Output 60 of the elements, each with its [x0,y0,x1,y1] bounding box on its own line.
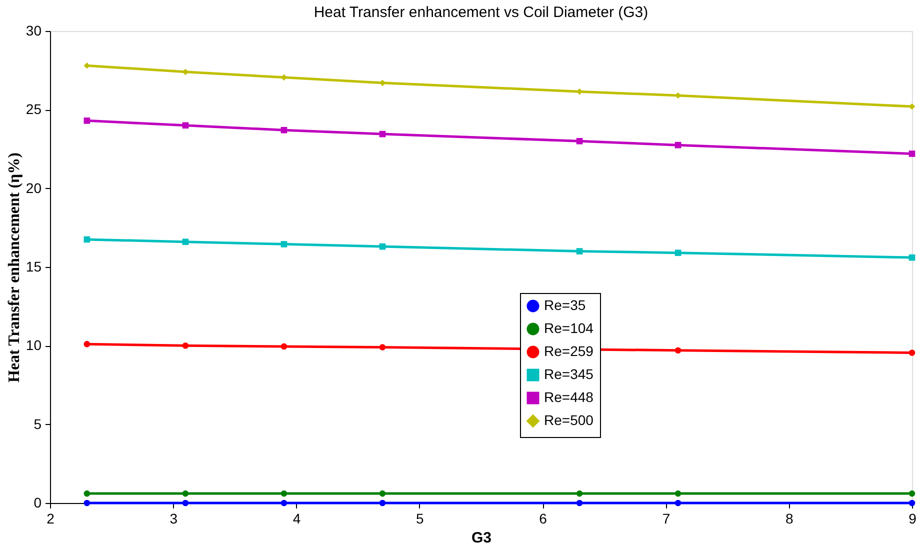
point [84,490,90,497]
y-tick-label: 30 [26,22,42,38]
y-tick-label: 25 [26,101,42,118]
point [674,250,682,256]
x-axis-title: G3 [471,530,492,546]
legend-label: Re=35 [544,297,586,313]
point [280,343,288,350]
y-tick-label: 0 [34,494,42,510]
legend-label: Re=259 [544,343,594,359]
point [84,118,90,124]
point [908,350,916,356]
x-tick-label: 4 [292,510,301,526]
point [280,500,288,506]
point [908,500,916,506]
x-tick-label: 2 [46,510,55,526]
point [576,138,583,144]
x-tick-label: 5 [416,510,424,526]
point [84,236,90,243]
point [280,490,288,497]
point [379,344,386,350]
y-tick-label: 5 [34,416,42,432]
y-axis-title: Heat Transfer enhancement (η%) [6,152,23,382]
point [182,490,189,497]
x-tick-label: 3 [170,510,178,526]
legend-label: Re=448 [544,389,594,405]
point [379,500,386,506]
point [379,243,386,250]
x-tick-label: 7 [662,510,670,526]
legend-label: Re=500 [544,412,594,428]
legend-label: Re=345 [544,366,594,382]
point [182,122,189,129]
point [908,103,916,110]
point [182,500,189,506]
point [674,347,682,354]
point [908,490,916,497]
legend-label: Re=104 [544,320,594,336]
point [908,254,916,261]
point [674,142,682,148]
point [84,500,90,506]
x-tick-label: 8 [785,510,794,526]
point [576,248,583,254]
point [84,340,90,348]
y-tick-label: 20 [26,180,42,196]
point [576,500,583,506]
point [182,238,189,245]
y-tick-label: 15 [26,258,42,274]
point [280,126,288,134]
point [182,68,189,76]
point [674,490,682,497]
point [576,490,583,497]
x-tick-label: 9 [908,510,917,526]
x-tick-label: 6 [539,510,548,526]
point [379,130,386,138]
point [674,500,682,506]
point [280,241,288,248]
point [908,150,916,157]
chart-title: Heat Transfer enhancement vs Coil Diameter (G3) [314,4,648,21]
point [182,342,189,349]
point [379,490,386,497]
y-tick-label: 10 [26,337,42,354]
